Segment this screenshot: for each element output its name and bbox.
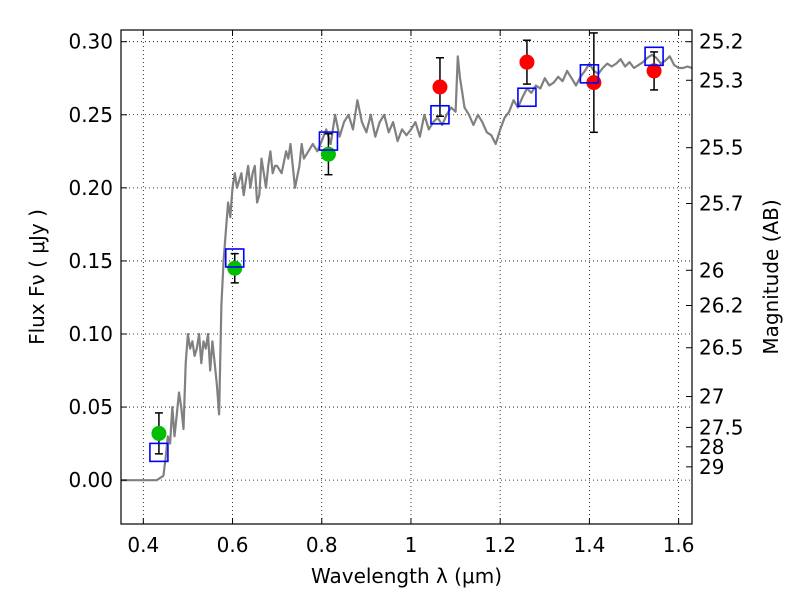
x-axis-label: Wavelength λ (μm) (311, 564, 502, 588)
y2-tick-label: 26 (699, 258, 724, 282)
y2-tick-label: 29 (699, 455, 724, 479)
model-point (430, 104, 450, 125)
x-tick-label: 1.4 (573, 533, 605, 557)
y-tick-label: 0.05 (68, 395, 113, 419)
x-tick-label: 1.2 (484, 533, 516, 557)
y-axis-label: Flux Fν ( μJy ) (25, 209, 49, 345)
photometry-point (519, 54, 535, 70)
x-tick-label: 0.6 (217, 533, 249, 557)
x-tick-label: 0.4 (127, 533, 159, 557)
model-point (318, 131, 339, 151)
model-point (149, 442, 169, 463)
x-axis: 0.4 0.6 0.8 1 1.2 1.4 1.6 (127, 30, 695, 557)
y2-tick-label: 28 (699, 435, 724, 459)
y-axis: 0.00 0.05 0.10 0.15 0.20 0.25 0.30 (68, 30, 127, 492)
photometry-point (646, 63, 662, 79)
y-tick-label: 0.25 (68, 103, 113, 127)
photometry-point (151, 425, 167, 441)
spectrum-line (121, 53, 693, 482)
y2-tick-label: 25.5 (699, 136, 744, 160)
y2-tick-label: 27 (699, 385, 724, 409)
y-tick-label: 0.10 (68, 322, 113, 346)
y2-tick-label: 27.5 (699, 415, 744, 439)
grid (121, 30, 692, 524)
plot-area (121, 53, 693, 482)
photometry-point (320, 146, 336, 162)
photometry-point (432, 79, 448, 95)
y-tick-label: 0.15 (68, 249, 113, 273)
photometry-point (227, 260, 243, 276)
y2-tick-label: 25.7 (699, 191, 744, 215)
markers (149, 32, 664, 463)
model-point (224, 248, 245, 268)
y-tick-label: 0.30 (68, 30, 113, 54)
model-point (644, 46, 664, 67)
y2-axis-label: Magnitude (AB) (759, 199, 783, 354)
y2-tick-label: 25.2 (699, 30, 744, 54)
plot-frame (120, 29, 693, 525)
model-point (579, 64, 600, 84)
y2-tick-label: 26.5 (699, 336, 744, 360)
y2-tick-label: 26.2 (699, 294, 744, 318)
x-tick-label: 1.6 (663, 533, 695, 557)
x-tick-label: 1 (405, 533, 418, 557)
model-point (517, 87, 537, 108)
y-tick-label: 0.20 (68, 176, 113, 200)
x-tick-label: 0.8 (306, 533, 338, 557)
y-tick-label: 0.00 (68, 468, 113, 492)
y2-tick-label: 25.3 (699, 68, 744, 92)
